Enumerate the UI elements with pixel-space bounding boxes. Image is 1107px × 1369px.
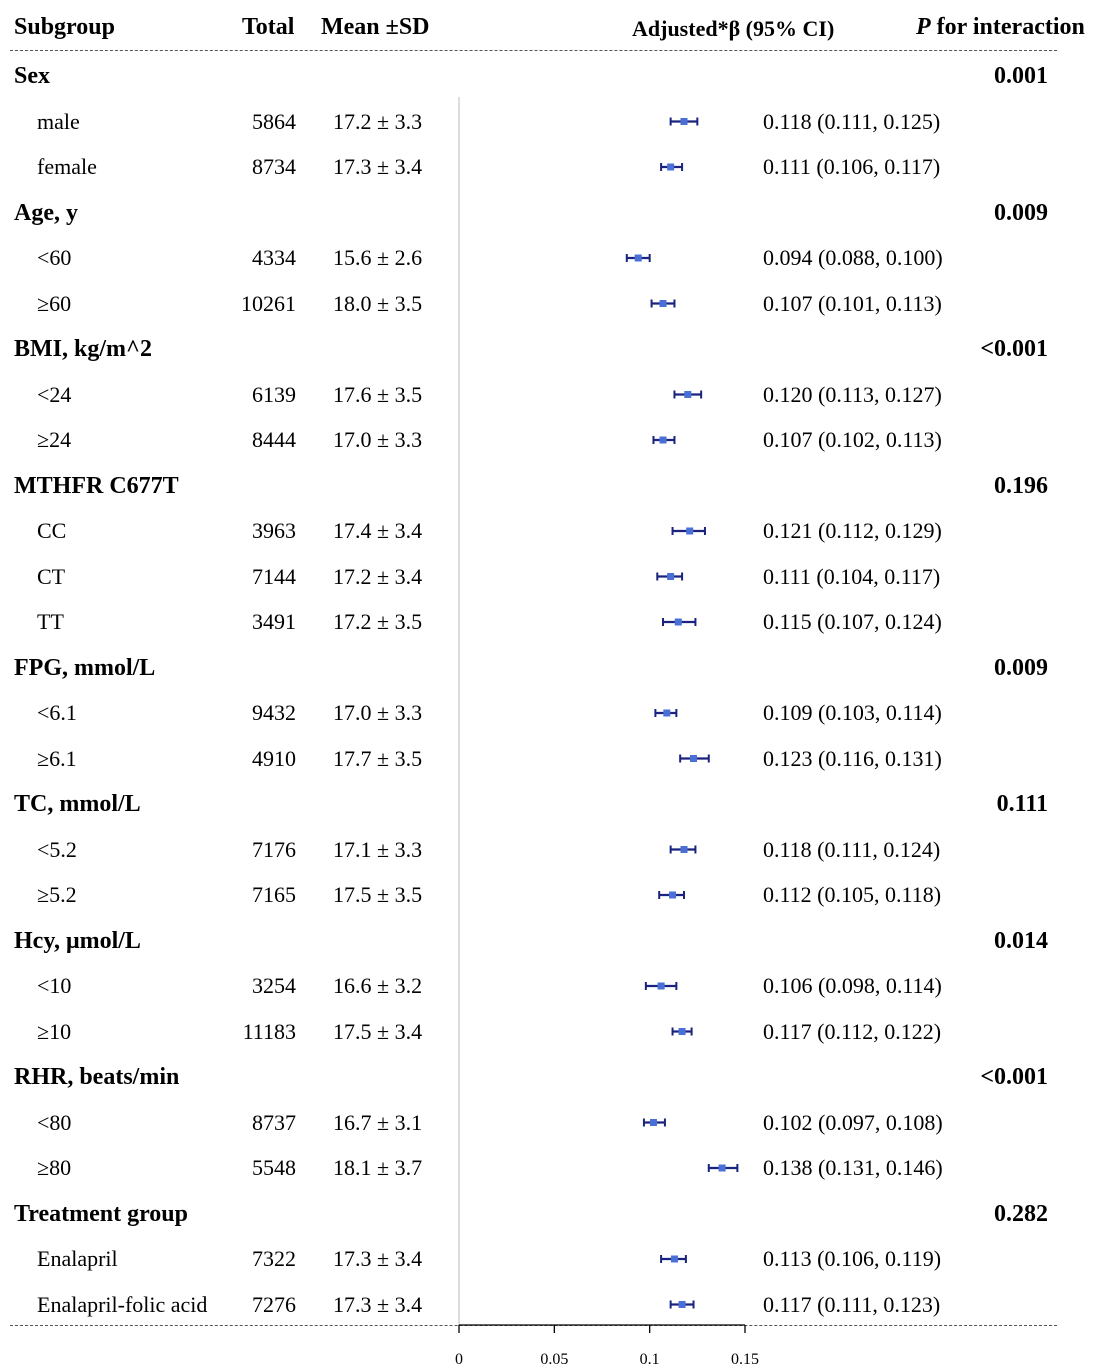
ci-marker [680,755,709,763]
ci-marker [674,391,701,399]
point-estimate [680,118,687,125]
point-estimate [671,1256,678,1263]
point-estimate [669,892,676,899]
ci-marker [671,846,696,854]
point-estimate [635,255,642,262]
x-tick-label: 0.05 [540,1351,568,1368]
ci-marker [663,618,695,626]
point-estimate [667,164,674,171]
x-tick-label: 0.15 [731,1351,759,1368]
ci-marker [659,891,684,899]
ci-marker [671,1301,694,1309]
point-estimate [660,300,667,307]
ci-marker [671,118,698,126]
point-estimate [650,1119,657,1126]
ci-marker [653,436,674,444]
point-estimate [675,619,682,626]
x-tick-label: 0 [455,1351,463,1368]
ci-marker [657,573,682,581]
point-estimate [660,437,667,444]
ci-marker [661,1255,686,1263]
ci-marker [652,300,675,308]
ci-marker [644,1119,665,1127]
point-estimate [680,846,687,853]
point-estimate [679,1301,686,1308]
point-estimate [690,755,697,762]
ci-marker [661,163,682,171]
ci-marker [709,1164,738,1172]
point-estimate [679,1028,686,1035]
point-estimate [663,710,670,717]
ci-marker [673,527,705,535]
ci-marker [627,254,650,262]
point-estimate [667,573,674,580]
ci-marker [646,982,677,990]
point-estimate [686,528,693,535]
point-estimate [684,391,691,398]
point-estimate [719,1165,726,1172]
point-estimate [658,983,665,990]
x-tick-label: 0.1 [640,1351,660,1368]
ci-marker [655,709,676,717]
ci-marker [673,1028,692,1036]
